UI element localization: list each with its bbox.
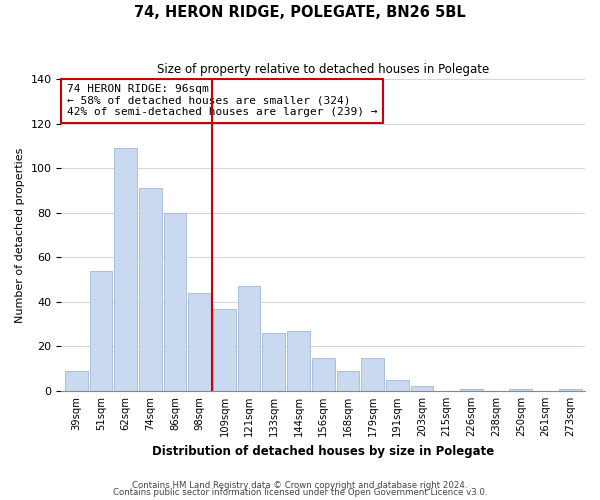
Bar [262, 333, 285, 391]
Text: 74 HERON RIDGE: 96sqm
← 58% of detached houses are smaller (324)
42% of semi-det: 74 HERON RIDGE: 96sqm ← 58% of detached … [67, 84, 377, 117]
Text: Contains public sector information licensed under the Open Government Licence v3: Contains public sector information licen… [113, 488, 487, 497]
Bar [312, 358, 335, 391]
Bar [238, 286, 260, 391]
Bar [559, 388, 581, 391]
Bar [213, 308, 236, 391]
Bar [89, 271, 112, 391]
Bar [65, 371, 88, 391]
Bar [114, 148, 137, 391]
Bar [287, 331, 310, 391]
Title: Size of property relative to detached houses in Polegate: Size of property relative to detached ho… [157, 62, 490, 76]
Bar [337, 371, 359, 391]
Y-axis label: Number of detached properties: Number of detached properties [15, 148, 25, 323]
Bar [188, 293, 211, 391]
Bar [410, 386, 433, 391]
Bar [386, 380, 409, 391]
Bar [361, 358, 384, 391]
Bar [509, 388, 532, 391]
Bar [139, 188, 161, 391]
Text: Contains HM Land Registry data © Crown copyright and database right 2024.: Contains HM Land Registry data © Crown c… [132, 480, 468, 490]
Bar [460, 388, 483, 391]
Text: 74, HERON RIDGE, POLEGATE, BN26 5BL: 74, HERON RIDGE, POLEGATE, BN26 5BL [134, 5, 466, 20]
Bar [164, 213, 187, 391]
X-axis label: Distribution of detached houses by size in Polegate: Distribution of detached houses by size … [152, 444, 494, 458]
